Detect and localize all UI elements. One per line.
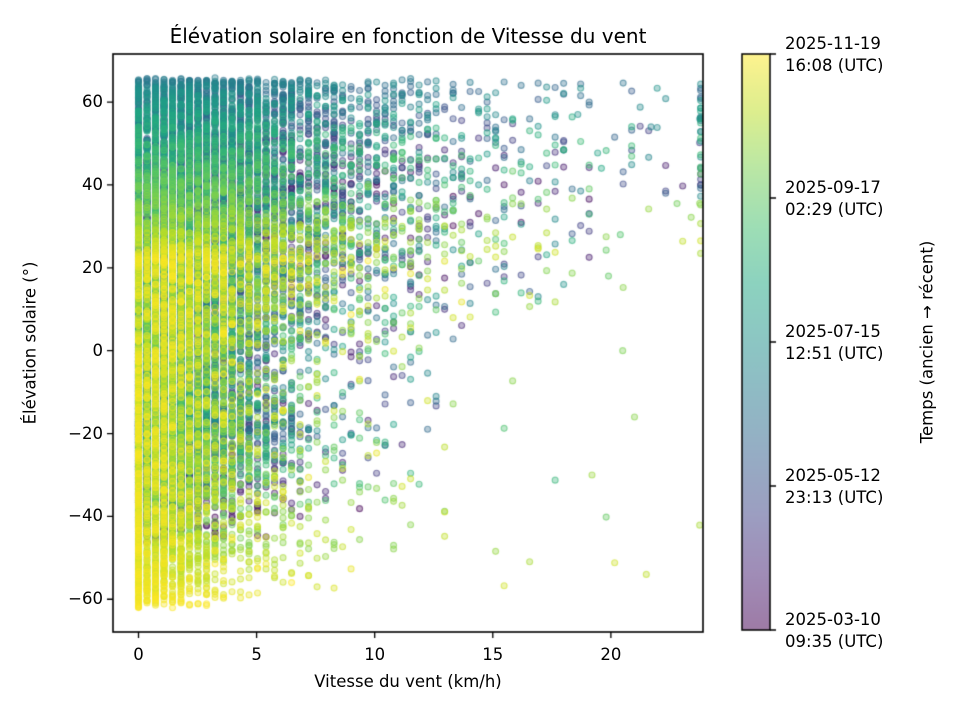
colorbar-tick-label: 2025-11-19 16:08 (UTC) (785, 33, 884, 75)
x-tick-label: 0 (133, 645, 144, 664)
colorbar-tick-label: 2025-05-12 23:13 (UTC) (785, 465, 884, 507)
x-tick-label: 10 (364, 645, 386, 664)
colorbar-tick-label: 2025-03-10 09:35 (UTC) (785, 609, 884, 651)
colorbar-label: Temps (ancien → récent) (917, 240, 937, 444)
y-tick-label: 20 (82, 257, 103, 277)
y-tick-label: −20 (68, 423, 103, 443)
colorbar-tick-label: 2025-09-17 02:29 (UTC) (785, 177, 884, 219)
x-axis-label: Vitesse du vent (km/h) (314, 672, 502, 691)
y-tick-label: 0 (92, 340, 104, 360)
y-tick-label: −60 (68, 589, 103, 609)
colorbar-tick-label: 2025-07-15 12:51 (UTC) (785, 321, 884, 363)
x-tick-label: 5 (251, 645, 262, 664)
chart-title: Élévation solaire en fonction de Vitesse… (169, 24, 647, 48)
x-tick-label: 20 (600, 645, 622, 664)
y-tick-label: 60 (82, 92, 103, 112)
y-tick-label: −40 (68, 506, 103, 526)
y-tick-label: 40 (82, 174, 103, 194)
x-tick-label: 15 (482, 645, 504, 664)
